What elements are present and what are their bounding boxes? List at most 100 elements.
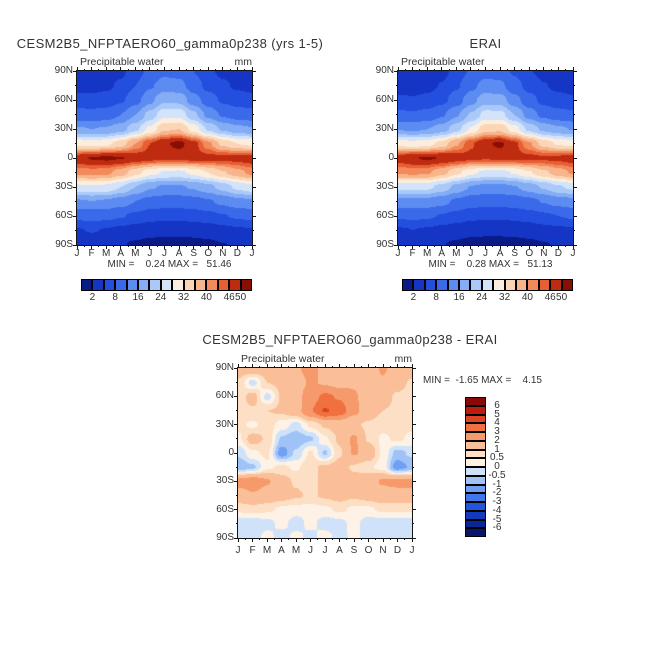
x-tick (295, 364, 297, 368)
y-tick (394, 215, 398, 217)
x-tick-label: J (147, 248, 153, 259)
contour-field-erai (398, 71, 573, 245)
x-tick-label: A (438, 248, 446, 259)
x-tick-label: M (422, 248, 432, 259)
y-tick (394, 70, 398, 72)
x-tick (368, 538, 369, 542)
x-minor-tick (404, 366, 406, 368)
y-minor-tick (396, 143, 398, 144)
x-minor-tick (375, 366, 377, 368)
x-minor-tick (171, 245, 173, 247)
x-tick (382, 364, 384, 368)
x-tick (178, 245, 180, 249)
x-minor-tick (550, 245, 552, 247)
x-tick (397, 67, 399, 71)
x-tick-label: J (468, 248, 474, 259)
x-tick (134, 67, 136, 71)
y-tick (252, 215, 256, 217)
y-tick-label: 0 (388, 152, 394, 163)
colorbar-box (103, 279, 116, 291)
x-minor-tick (229, 69, 231, 71)
x-tick-label: O (525, 248, 534, 259)
x-tick-label: D (554, 248, 563, 259)
y-tick-label: 60N (215, 390, 234, 402)
x-minor-tick (259, 538, 261, 540)
x-tick (237, 538, 239, 542)
x-tick (441, 67, 443, 71)
x-tick (105, 67, 107, 71)
x-tick (528, 245, 530, 249)
y-minor-tick (573, 143, 575, 144)
y-minor-tick (252, 172, 254, 173)
colorbar-tick-label: 50 (235, 292, 247, 303)
y-minor-tick (573, 172, 575, 173)
x-tick (91, 67, 93, 71)
y-minor-tick (236, 410, 238, 411)
colorbar-tick-label: -1 (492, 478, 502, 490)
x-minor-tick (185, 69, 187, 71)
x-tick-label: J (409, 545, 415, 556)
y-minor-tick (252, 85, 254, 86)
x-minor-tick (375, 538, 377, 540)
y-tick (73, 244, 77, 246)
colorbar-box (217, 279, 230, 291)
x-minor-tick (156, 69, 158, 71)
x-tick-label: J (249, 248, 255, 259)
colorbar-tick-label: -3 (492, 496, 502, 507)
y-tick-label: 30N (54, 123, 73, 134)
x-tick-label: M (262, 545, 272, 556)
x-tick-label: F (249, 545, 256, 556)
x-tick (426, 245, 428, 249)
x-tick (411, 364, 413, 368)
x-minor-tick (331, 366, 333, 368)
y-minor-tick (252, 201, 254, 202)
model-minmax-text: MIN = 0.24 MAX = 51.46 (107, 259, 232, 270)
colorbar-box (465, 475, 486, 485)
x-tick (134, 245, 136, 249)
x-tick (397, 245, 399, 249)
x-tick-label: S (350, 545, 358, 556)
y-tick-label: 90N (375, 65, 394, 76)
y-minor-tick (252, 143, 254, 144)
x-tick-label: D (393, 545, 402, 556)
x-tick (514, 245, 516, 249)
y-tick (73, 157, 77, 159)
x-tick (266, 538, 268, 542)
colorbar-tick-label: 8 (112, 292, 118, 303)
x-tick (353, 364, 355, 368)
y-tick (412, 424, 416, 426)
colorbar-tick-label: 46 (223, 292, 235, 303)
y-tick (573, 99, 577, 101)
colorbar-box (465, 484, 486, 494)
x-tick (252, 538, 253, 542)
x-tick (178, 67, 180, 71)
y-minor-tick (573, 230, 575, 231)
x-tick-label: J (322, 545, 328, 556)
y-minor-tick (252, 114, 254, 115)
colorbar-box (465, 405, 486, 415)
x-minor-tick (127, 245, 129, 247)
colorbar-box (465, 423, 486, 432)
erai-field-label: Precipitable water (401, 56, 485, 68)
x-tick-label: M (452, 248, 461, 259)
colorbar-box (465, 440, 486, 450)
x-minor-tick (550, 69, 552, 71)
y-tick (234, 395, 238, 397)
colorbar-box (465, 458, 486, 467)
colorbar-box (183, 279, 196, 291)
colorbar-box (206, 279, 218, 291)
erai-minmax-text: MIN = 0.28 MAX = 51.13 (428, 259, 553, 270)
colorbar-tick-label: 2 (494, 434, 500, 446)
colorbar-box (413, 279, 425, 291)
x-minor-tick (244, 69, 246, 71)
x-tick (572, 245, 574, 249)
x-tick (207, 245, 209, 249)
x-minor-tick (142, 69, 144, 71)
colorbar-box (516, 279, 528, 291)
y-minor-tick (396, 114, 398, 115)
x-minor-tick (288, 366, 290, 368)
x-minor-tick (463, 69, 465, 71)
colorbar-box (115, 279, 127, 291)
x-tick (164, 245, 165, 249)
